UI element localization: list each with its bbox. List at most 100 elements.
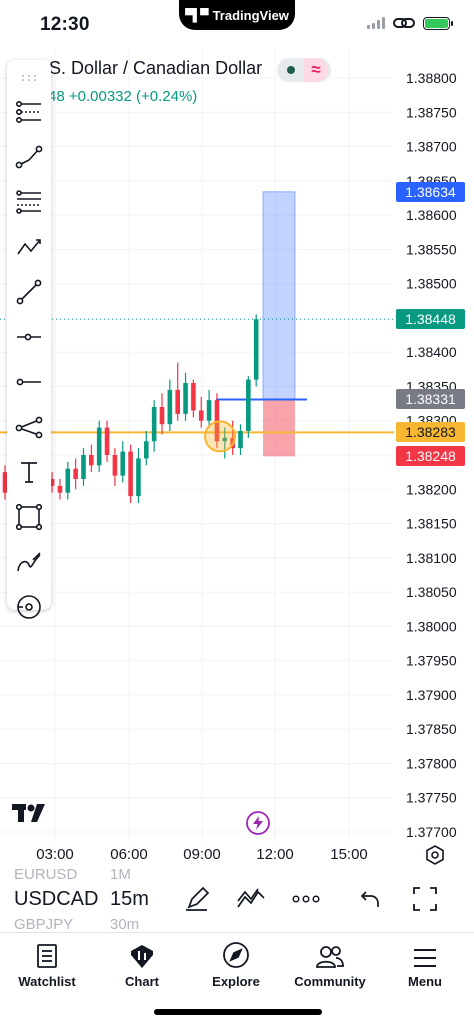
- path-icon[interactable]: [7, 407, 51, 447]
- picker-row-next[interactable]: GBPJPY 30m: [14, 916, 139, 932]
- brush-line-icon[interactable]: [7, 272, 51, 312]
- hamburger-menu-icon: [412, 933, 438, 969]
- more-icon[interactable]: [289, 882, 323, 916]
- candle: [104, 420, 110, 462]
- text-tool-icon[interactable]: [7, 452, 51, 492]
- candle: [151, 400, 157, 452]
- candle: [198, 396, 204, 428]
- flash-icon[interactable]: [245, 810, 271, 836]
- tab-community[interactable]: Community: [283, 933, 377, 993]
- price-tick-label: 1.38000: [406, 618, 457, 634]
- price-tag: 1.38331: [396, 389, 465, 410]
- pattern-xabcd-icon[interactable]: [7, 227, 51, 267]
- candle-body: [167, 389, 173, 425]
- horizontal-line-icon[interactable]: [7, 362, 51, 402]
- picker-row-selected[interactable]: USDCAD 15m: [14, 888, 149, 911]
- drawing-pen-icon[interactable]: [180, 882, 214, 916]
- price-tick-label: 1.38100: [406, 550, 457, 566]
- gear-settings-icon[interactable]: [424, 844, 446, 866]
- status-bar: 12:30 ▀▌▀ TradingView: [0, 0, 474, 48]
- tab-label: Chart: [125, 974, 159, 989]
- price-tick-label: 1.38400: [406, 344, 457, 360]
- price-tag: 1.38248: [396, 446, 465, 467]
- picker-symbol: GBPJPY: [14, 916, 74, 932]
- candle-body: [151, 407, 157, 442]
- rectangle-icon[interactable]: [7, 497, 51, 537]
- candle-body: [104, 427, 110, 455]
- candle: [57, 478, 63, 500]
- link-icon: [393, 18, 415, 28]
- candle-body: [57, 485, 63, 493]
- tab-watchlist[interactable]: Watchlist: [0, 933, 94, 993]
- candle-body: [144, 441, 149, 459]
- delayed-data-wave-icon: ≈: [304, 58, 328, 82]
- chart-canvas[interactable]: 1.388001.387501.387001.386501.386001.385…: [0, 48, 474, 842]
- price-tag: 1.38634: [396, 181, 465, 202]
- symbol-interval-picker[interactable]: EURUSD 1M USDCAD 15m GBPJPY 30m: [14, 866, 164, 932]
- symbol-header[interactable]: .S. Dollar / Canadian Dollar 48 +0.00332…: [44, 58, 263, 105]
- candle: [144, 431, 149, 466]
- price-change-prefix: 48: [48, 88, 65, 105]
- candle: [206, 389, 212, 428]
- tab-label: Explore: [212, 974, 260, 989]
- undo-icon[interactable]: [353, 882, 387, 916]
- market-status-pill[interactable]: ≈: [277, 58, 331, 82]
- candle: [246, 376, 251, 438]
- fullscreen-icon[interactable]: [408, 882, 442, 916]
- picker-interval: 1M: [110, 866, 131, 883]
- fib-retracement-icon[interactable]: [7, 182, 51, 222]
- tab-explore[interactable]: Explore: [189, 933, 283, 993]
- symbol-title[interactable]: .S. Dollar / Canadian Dollar: [44, 58, 263, 78]
- cursor-settings-icon[interactable]: [7, 92, 51, 132]
- tab-label: Community: [294, 974, 366, 989]
- island-label: TradingView: [212, 7, 289, 23]
- tab-chart[interactable]: Chart: [95, 933, 189, 993]
- candle: [253, 314, 259, 387]
- price-tick-label: 1.37800: [406, 755, 457, 771]
- candle-body: [73, 468, 78, 479]
- drag-handle-icon[interactable]: [7, 68, 51, 88]
- indicators-icon[interactable]: [234, 882, 268, 916]
- candle-body: [191, 383, 196, 411]
- candle-body: [253, 319, 259, 380]
- tab-bar: Watchlist Chart Explore Community Menu: [0, 932, 474, 1024]
- time-label: 12:00: [256, 846, 294, 863]
- home-indicator: [154, 1009, 322, 1015]
- candle-body: [206, 400, 212, 421]
- dynamic-island: ▀▌▀ TradingView: [179, 0, 295, 30]
- price-tick-label: 1.37900: [406, 687, 457, 703]
- price-tick-label: 1.38600: [406, 207, 457, 223]
- picker-interval: 30m: [110, 916, 140, 932]
- candle-body: [159, 407, 165, 425]
- time-label: 06:00: [110, 846, 148, 863]
- tradingview-logo-icon: ▀▌▀: [185, 8, 208, 22]
- candle: [222, 427, 228, 459]
- tab-menu[interactable]: Menu: [378, 933, 472, 993]
- bottom-toolbar: EURUSD 1M USDCAD 15m GBPJPY 30m: [0, 866, 474, 932]
- candle-body: [81, 455, 86, 479]
- position-stop-zone: [263, 399, 295, 457]
- price-tick-label: 1.38150: [406, 516, 457, 532]
- price-tag: 1.38448: [396, 309, 465, 330]
- price-tick-label: 1.38550: [406, 241, 457, 257]
- price-tick-label: 1.38750: [406, 104, 457, 120]
- picker-row-previous[interactable]: EURUSD 1M: [14, 866, 131, 883]
- price-tick-label: 1.37850: [406, 721, 457, 737]
- candle-body: [175, 389, 180, 414]
- candle-body: [65, 468, 71, 493]
- candle-body: [183, 383, 188, 414]
- curve-icon[interactable]: [7, 542, 51, 582]
- trend-line-icon[interactable]: [7, 137, 51, 177]
- price-change: 48 +0.00332 (+0.24%): [48, 88, 197, 105]
- price-change-value: +0.00332 (+0.24%): [68, 88, 198, 105]
- candle-body: [49, 478, 55, 486]
- price-tag: 1.38283: [396, 422, 465, 443]
- chart-area[interactable]: 1.38800 1.38750 1.38700 1.38650 1.38600 1.385…: [0, 48, 474, 842]
- cellular-signal-icon: [367, 17, 385, 29]
- watchlist-icon: [36, 933, 58, 969]
- horizontal-ray-icon[interactable]: [7, 317, 51, 357]
- magnet-icon[interactable]: [7, 587, 51, 627]
- crosshair-highlight: [204, 420, 236, 453]
- battery-charging-icon: [423, 16, 453, 30]
- candle: [136, 448, 141, 503]
